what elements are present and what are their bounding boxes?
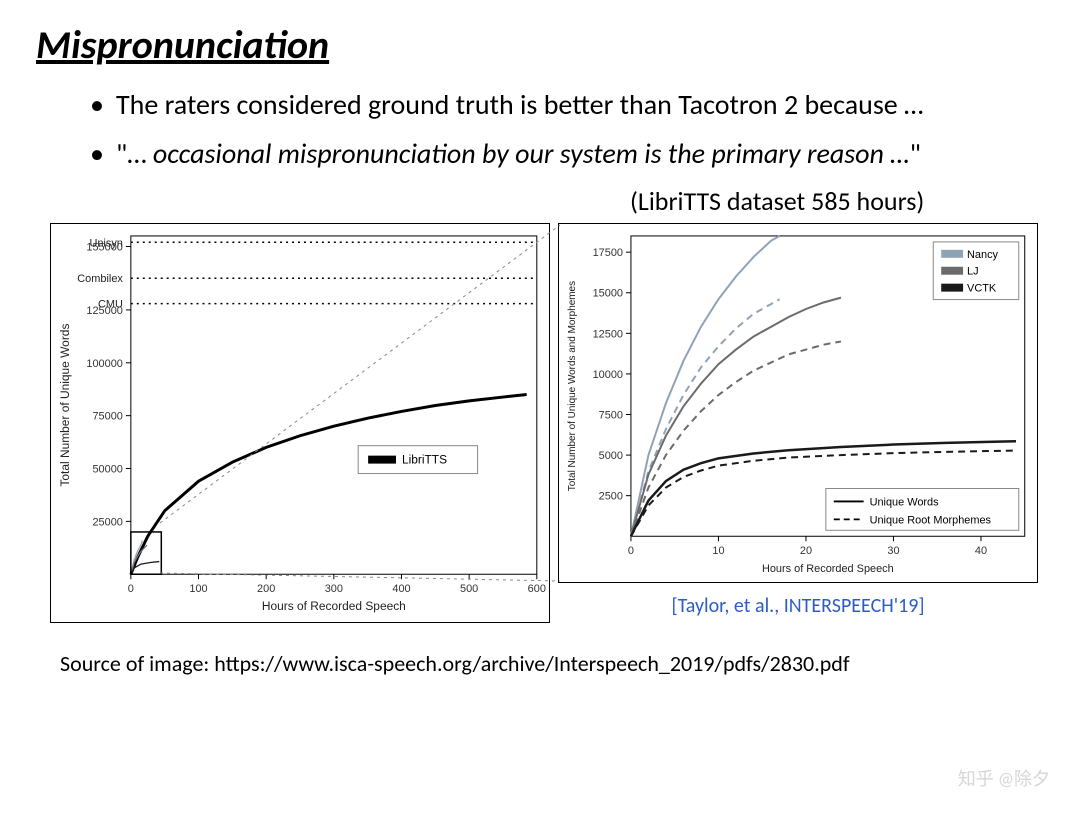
- svg-text:15000: 15000: [593, 288, 623, 300]
- svg-text:Unique Root Morphemes: Unique Root Morphemes: [870, 514, 992, 526]
- svg-text:100000: 100000: [86, 358, 123, 370]
- bullet2-prefix: "…: [116, 136, 153, 171]
- svg-text:CMU: CMU: [98, 299, 123, 311]
- left-chart-wrapper: 0 100 200 300 400 500 600 25000 50000 75000 100000…: [50, 223, 550, 628]
- svg-text:25000: 25000: [92, 516, 122, 528]
- svg-text:7500: 7500: [599, 409, 623, 421]
- svg-text:12500: 12500: [593, 328, 623, 340]
- svg-text:200: 200: [257, 583, 275, 595]
- svg-text:30: 30: [887, 545, 899, 557]
- svg-text:600: 600: [528, 583, 546, 595]
- svg-text:17500: 17500: [593, 247, 623, 259]
- bullet2-italic: occasional mispronunciation by our syste…: [153, 136, 910, 171]
- right-chart-wrapper: 0 10 20 30 40 2500 5000 7500 10000 12500 15000 1750…: [558, 223, 1038, 618]
- svg-text:50000: 50000: [92, 464, 122, 476]
- svg-text:300: 300: [325, 583, 343, 595]
- svg-text:5000: 5000: [599, 450, 623, 462]
- svg-text:Total Number of Unique Words: Total Number of Unique Words: [58, 324, 72, 487]
- svg-text:10000: 10000: [593, 369, 623, 381]
- svg-text:75000: 75000: [92, 411, 122, 423]
- bullet2-suffix: ": [910, 136, 921, 171]
- svg-text:10: 10: [712, 545, 724, 557]
- bullet-list: The raters considered ground truth is be…: [30, 87, 1050, 171]
- slide-title: Mispronunciation: [30, 20, 1050, 69]
- svg-text:LibriTTS: LibriTTS: [402, 453, 447, 467]
- svg-text:Nancy: Nancy: [967, 249, 998, 261]
- svg-text:Total Number of Unique Words a: Total Number of Unique Words and Morphem…: [567, 281, 578, 491]
- svg-text:20: 20: [800, 545, 812, 557]
- right-chart: 0 10 20 30 40 2500 5000 7500 10000 12500 15000 1750…: [558, 223, 1038, 583]
- watermark: 知乎 @除夕: [958, 765, 1050, 791]
- svg-text:Hours of Recorded Speech: Hours of Recorded Speech: [762, 563, 894, 575]
- svg-text:LJ: LJ: [967, 266, 979, 278]
- subtitle-text: (LibriTTS dataset 585 hours): [630, 185, 1050, 217]
- svg-text:VCTK: VCTK: [967, 283, 997, 295]
- left-chart: 0 100 200 300 400 500 600 25000 50000 75000 100000…: [50, 223, 550, 623]
- svg-text:Unisyn: Unisyn: [89, 237, 122, 249]
- svg-text:500: 500: [460, 583, 478, 595]
- svg-text:Combilex: Combilex: [77, 273, 123, 285]
- bullet-2: "… occasional mispronunciation by our sy…: [90, 136, 1020, 171]
- svg-text:100: 100: [189, 583, 207, 595]
- svg-text:400: 400: [392, 583, 410, 595]
- svg-text:0: 0: [628, 545, 634, 557]
- svg-text:40: 40: [975, 545, 987, 557]
- svg-text:Unique Words: Unique Words: [870, 496, 940, 508]
- svg-text:0: 0: [128, 583, 134, 595]
- charts-row: 0100200300400500600250005000075000100000…: [50, 223, 1050, 628]
- source-text: Source of image: https://www.isca-speech…: [30, 650, 1050, 677]
- svg-text:2500: 2500: [599, 491, 623, 503]
- svg-text:Hours of Recorded Speech: Hours of Recorded Speech: [262, 599, 406, 613]
- citation-text: [Taylor, et al., INTERSPEECH'19]: [558, 594, 1038, 618]
- bullet-1: The raters considered ground truth is be…: [90, 87, 1020, 122]
